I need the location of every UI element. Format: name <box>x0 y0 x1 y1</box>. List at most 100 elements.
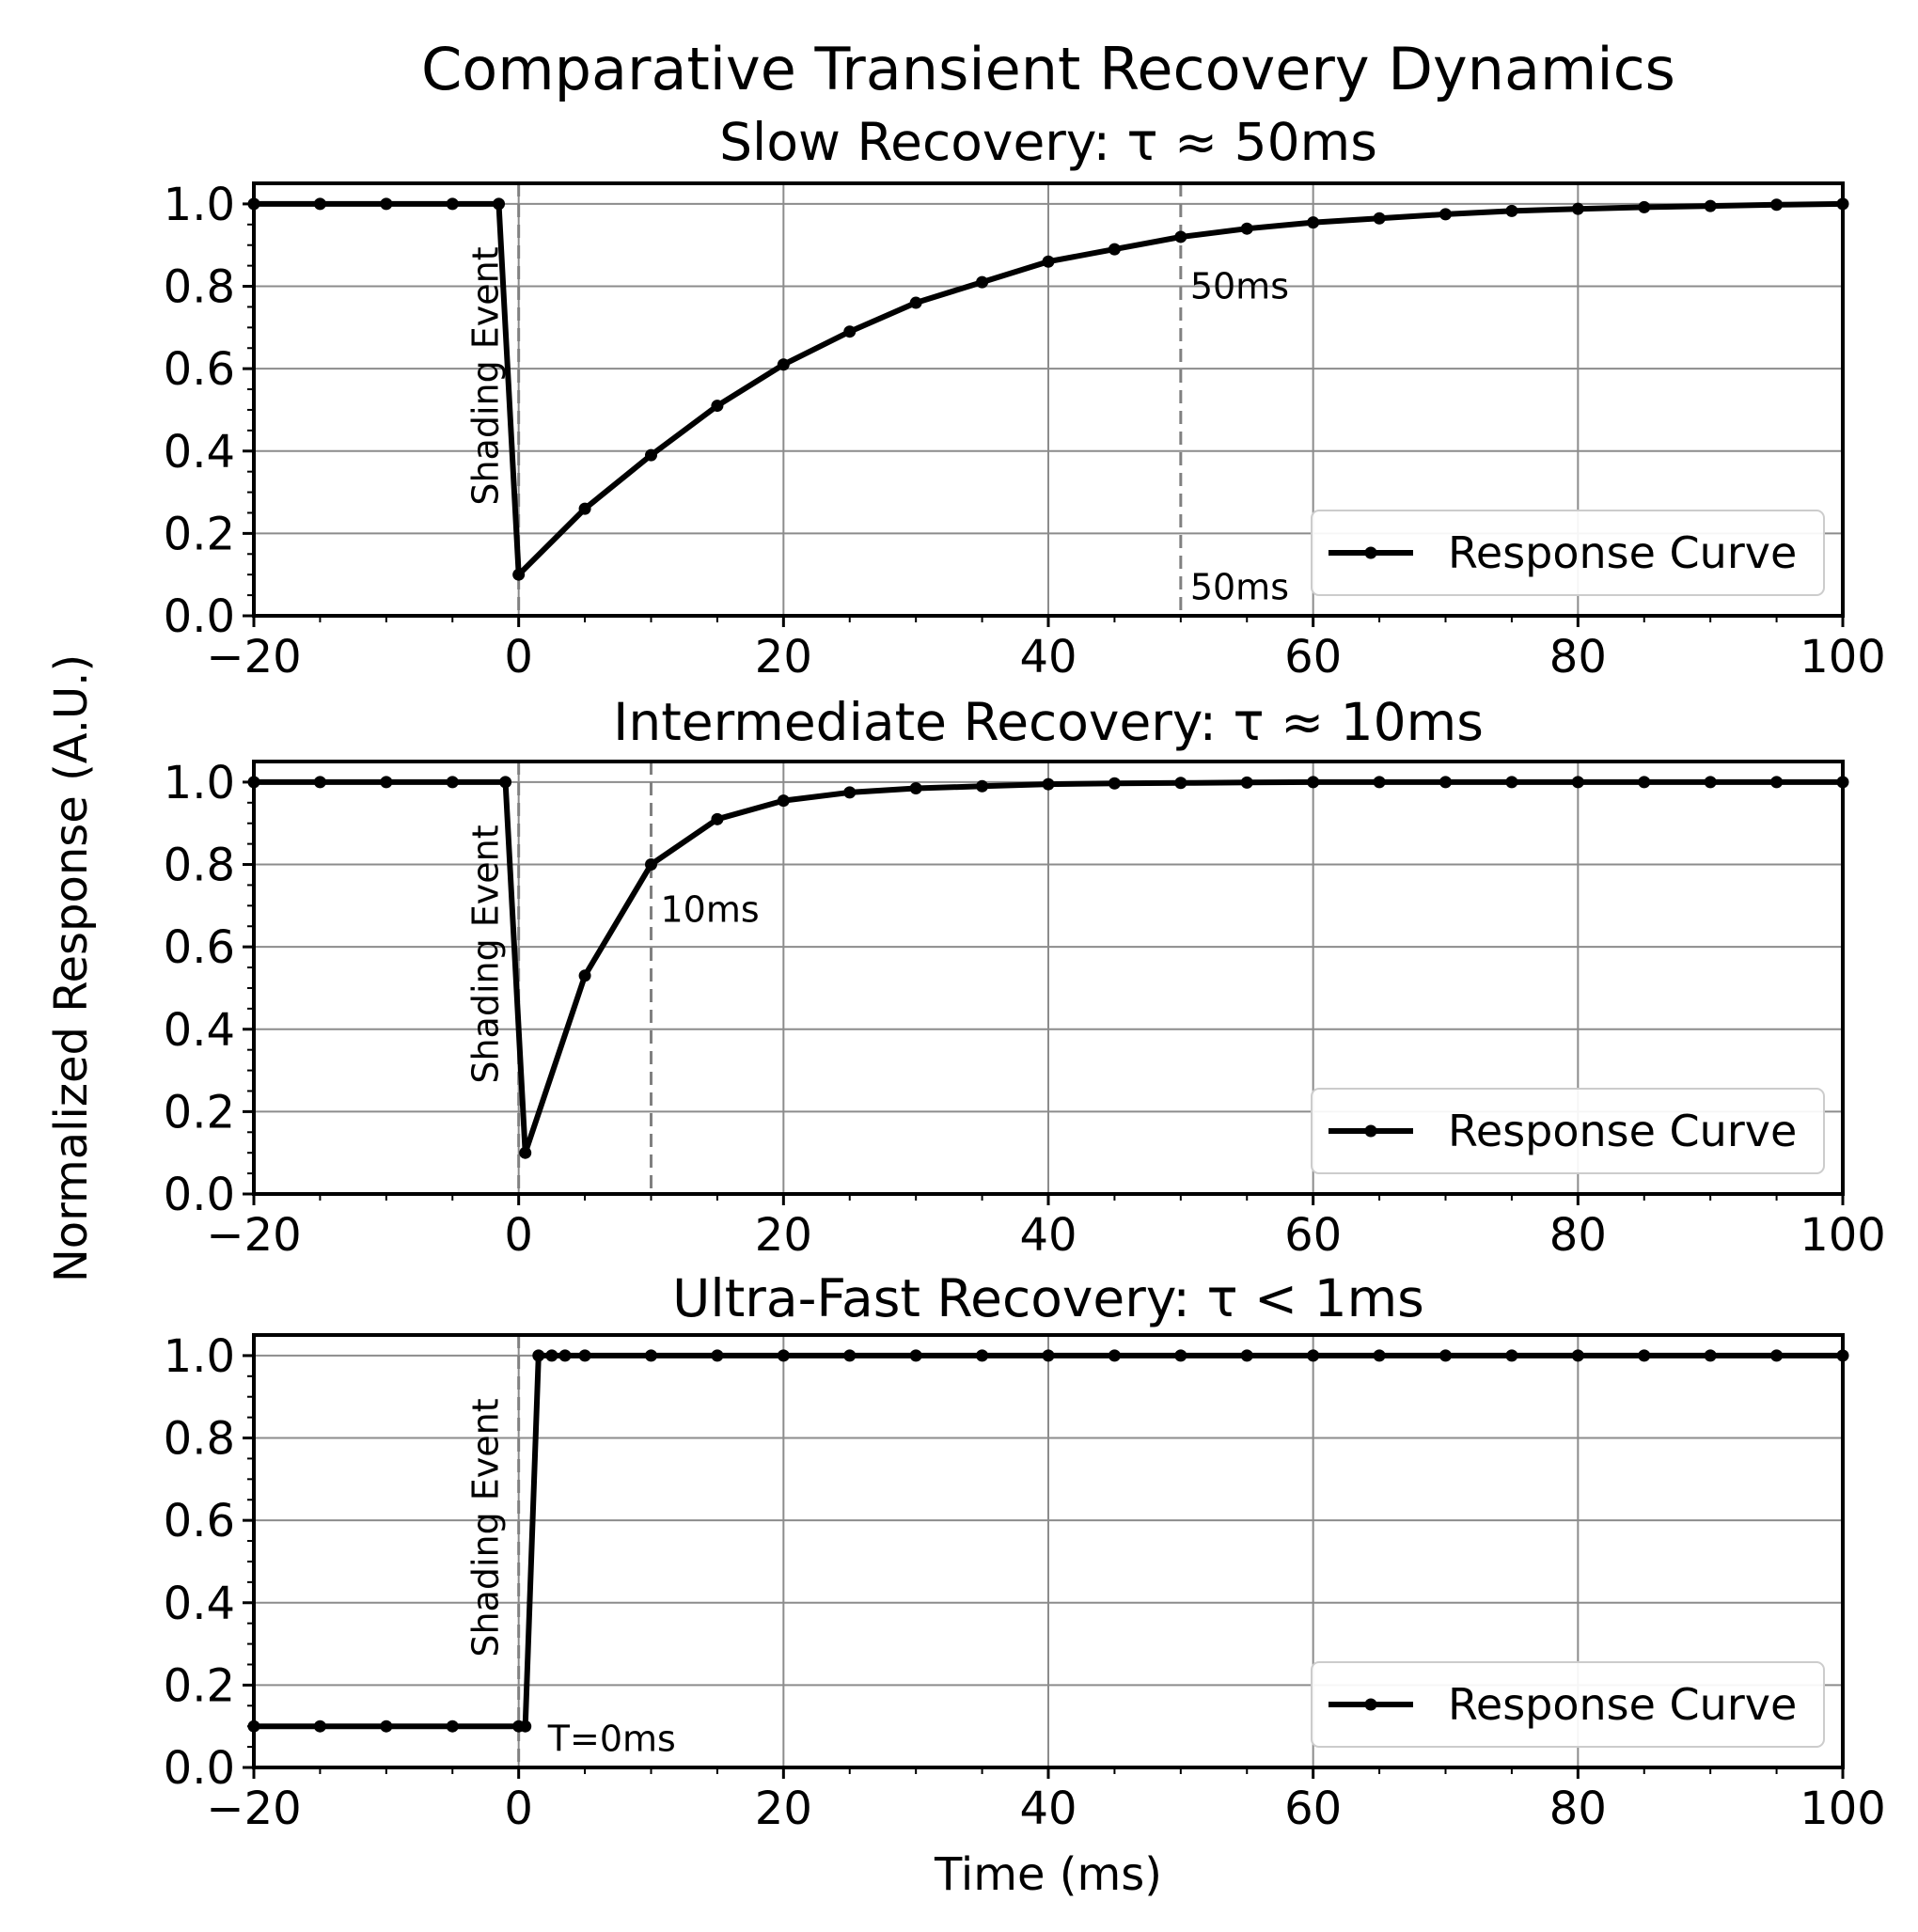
data-point <box>1240 222 1253 235</box>
y-tick-label: 1.0 <box>164 1330 235 1383</box>
data-point <box>1770 776 1784 789</box>
legend-box <box>1311 1088 1825 1174</box>
panel-title: Ultra-Fast Recovery: τ < 1ms <box>672 1268 1424 1328</box>
data-point <box>1108 243 1121 256</box>
panel-2: Intermediate Recovery: τ ≈ 10ms Shading E… <box>164 692 1886 1262</box>
legend: Response Curve <box>1311 1088 1825 1174</box>
x-tick-label: −20 <box>206 631 301 683</box>
panels: Slow Recovery: τ ≈ 50ms Shading Event 50ms… <box>164 112 1886 1835</box>
data-point <box>976 779 989 793</box>
data-point <box>1373 776 1386 789</box>
data-point <box>380 197 393 211</box>
legend-label: Response Curve <box>1448 1679 1797 1730</box>
x-tick-label: 60 <box>1284 631 1342 683</box>
annotation-label: T=0ms <box>547 1718 676 1759</box>
panel-1: Slow Recovery: τ ≈ 50ms Shading Event 50ms… <box>164 112 1886 683</box>
data-point <box>1240 776 1253 789</box>
data-point <box>1704 1349 1717 1362</box>
x-tick-label: 80 <box>1549 1783 1607 1835</box>
x-tick-label: 100 <box>1800 1209 1886 1262</box>
data-point <box>1505 1349 1518 1362</box>
shading-event-label: Shading Event <box>465 825 507 1083</box>
x-tick-label: −20 <box>206 1209 301 1262</box>
data-point <box>1373 1349 1386 1362</box>
y-tick-label: 0.6 <box>164 1495 235 1547</box>
data-point <box>1174 230 1187 243</box>
data-point <box>380 1720 393 1733</box>
data-point <box>446 1720 459 1733</box>
data-point <box>777 1349 790 1362</box>
x-tick-label: 100 <box>1800 1783 1886 1835</box>
y-tick-label: 0.6 <box>164 921 235 974</box>
x-tick-label: −20 <box>206 1783 301 1835</box>
data-point <box>843 786 857 799</box>
data-point <box>532 1349 545 1362</box>
x-tick-label: 60 <box>1284 1783 1342 1835</box>
y-tick-label: 1.0 <box>164 179 235 231</box>
data-point <box>1770 198 1784 212</box>
data-point <box>976 275 989 289</box>
y-tick-label: 0.2 <box>164 1086 235 1139</box>
data-point <box>1439 776 1452 789</box>
y-tick-label: 0.8 <box>164 1413 235 1466</box>
data-point <box>1505 204 1518 217</box>
data-point <box>558 1349 572 1362</box>
y-tick-label: 0.0 <box>164 590 235 643</box>
legend-box <box>1311 1661 1825 1748</box>
data-point <box>1638 776 1651 789</box>
data-point <box>1505 776 1518 789</box>
data-point <box>313 776 326 789</box>
x-axis-label: Time (ms) <box>934 1848 1162 1901</box>
data-point <box>446 197 459 211</box>
data-point <box>976 1349 989 1362</box>
data-point <box>313 1720 326 1733</box>
data-point <box>1439 208 1452 221</box>
data-point <box>578 1349 591 1362</box>
y-tick-label: 0.6 <box>164 343 235 396</box>
y-tick-label: 0.4 <box>164 1578 235 1630</box>
data-point <box>1307 216 1320 229</box>
data-point <box>1174 777 1187 790</box>
data-point <box>1108 777 1121 790</box>
data-point <box>1108 1349 1121 1362</box>
legend-marker <box>1364 546 1377 559</box>
y-tick-label: 0.8 <box>164 840 235 892</box>
panel-title: Intermediate Recovery: τ ≈ 10ms <box>613 692 1484 752</box>
data-point <box>909 1349 922 1362</box>
data-point <box>493 197 506 211</box>
data-point <box>777 794 790 808</box>
data-point <box>645 448 657 462</box>
data-point <box>499 776 512 789</box>
data-point <box>519 1720 532 1733</box>
data-point <box>843 1349 857 1362</box>
data-point <box>1770 1349 1784 1362</box>
series-line <box>254 200 1844 578</box>
legend-label: Response Curve <box>1448 1106 1797 1156</box>
x-tick-label: 20 <box>755 631 812 683</box>
x-tick-label: 80 <box>1549 631 1607 683</box>
data-point <box>578 502 591 515</box>
y-tick-label: 0.4 <box>164 1004 235 1057</box>
data-point <box>446 776 459 789</box>
data-point <box>1638 200 1651 213</box>
x-tick-label: 0 <box>504 1209 533 1262</box>
data-point <box>1042 778 1055 791</box>
x-tick-label: 80 <box>1549 1209 1607 1262</box>
annotation-label: 50ms <box>1190 266 1289 307</box>
data-point <box>909 781 922 794</box>
data-point <box>1174 1349 1187 1362</box>
x-tick-label: 20 <box>755 1209 812 1262</box>
data-point <box>711 1349 724 1362</box>
y-tick-label: 1.0 <box>164 757 235 809</box>
x-tick-label: 0 <box>504 631 533 683</box>
data-point <box>1373 212 1386 225</box>
x-tick-label: 40 <box>1019 1783 1077 1835</box>
data-point <box>1307 1349 1320 1362</box>
data-point <box>380 776 393 789</box>
annotation-label: 10ms <box>661 889 760 931</box>
x-tick-label: 100 <box>1800 631 1886 683</box>
legend-marker <box>1364 1698 1377 1711</box>
data-point <box>711 400 724 413</box>
data-point <box>1042 255 1055 268</box>
data-point <box>313 197 326 211</box>
